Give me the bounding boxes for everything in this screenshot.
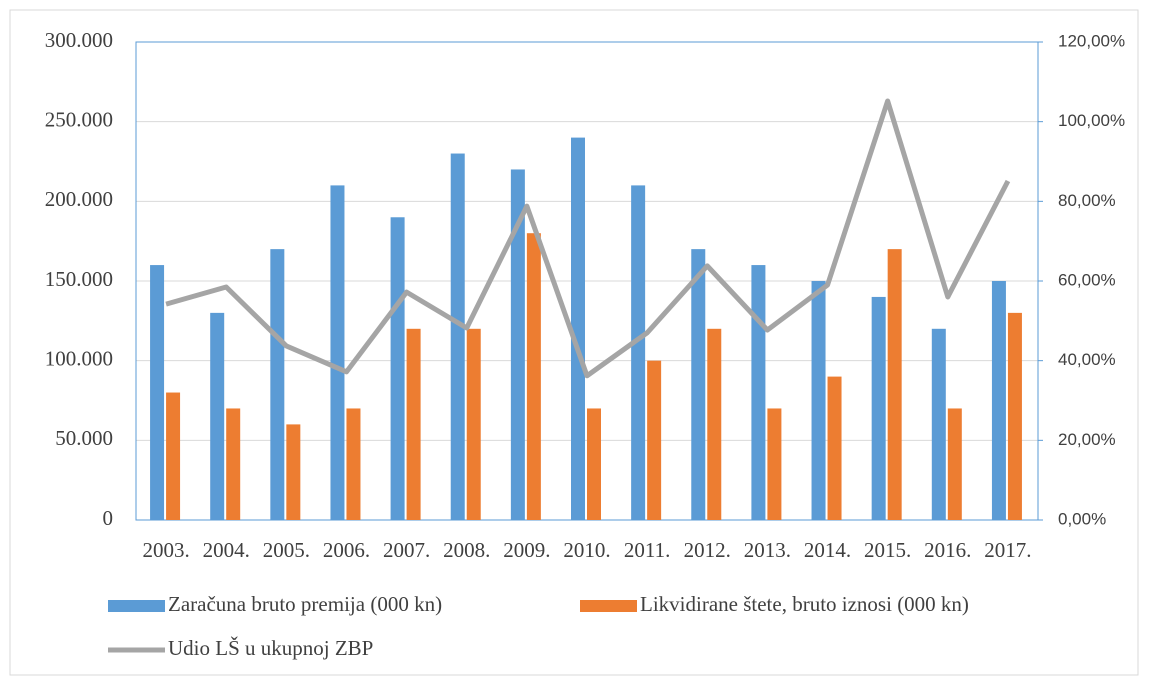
- legend-item: Likvidirane štete, bruto iznosi (000 kn): [580, 592, 969, 616]
- y2-tick-label: 20,00%: [1058, 430, 1116, 449]
- bar: [947, 408, 962, 520]
- y2-tick-label: 100,00%: [1058, 111, 1125, 130]
- bar: [571, 137, 585, 520]
- legend-swatch: [580, 600, 637, 612]
- y-tick-label: 300.000: [45, 28, 113, 52]
- legend-label: Zaračuna bruto premija (000 kn): [168, 592, 442, 616]
- y-tick-label: 250.000: [45, 107, 113, 131]
- bar: [330, 185, 345, 520]
- y-tick-label: 0: [103, 506, 114, 530]
- bar: [767, 408, 782, 520]
- bar: [226, 408, 241, 520]
- x-tick-label: 2011.: [624, 538, 670, 562]
- bar: [1007, 312, 1022, 520]
- bar: [346, 408, 361, 520]
- line-series: [165, 98, 1011, 379]
- x-tick-label: 2007.: [383, 538, 430, 562]
- bar: [166, 392, 181, 520]
- legend-item: Udio LŠ u ukupnoj ZBP: [108, 636, 373, 660]
- y-tick-label: 150.000: [45, 267, 113, 291]
- bar: [991, 281, 1006, 520]
- x-tick-label: 2016.: [924, 538, 971, 562]
- x-tick-label: 2017.: [984, 538, 1031, 562]
- bar: [270, 249, 285, 520]
- bar: [871, 296, 886, 520]
- bar: [707, 328, 722, 520]
- legend-swatch: [108, 600, 165, 612]
- bar: [931, 328, 946, 520]
- bar: [631, 185, 646, 520]
- bar: [390, 217, 405, 520]
- y-tick-label: 50.000: [55, 426, 113, 450]
- y2-tick-label: 80,00%: [1058, 191, 1116, 210]
- y2-tick-label: 60,00%: [1058, 270, 1116, 289]
- x-tick-label: 2014.: [804, 538, 851, 562]
- bar: [751, 265, 766, 520]
- bar: [647, 360, 662, 520]
- legend-label: Udio LŠ u ukupnoj ZBP: [168, 636, 373, 660]
- x-tick-label: 2008.: [443, 538, 490, 562]
- x-tick-label: 2012.: [684, 538, 731, 562]
- bar: [827, 376, 842, 520]
- x-tick-label: 2010.: [563, 538, 610, 562]
- x-tick-label: 2006.: [323, 538, 370, 562]
- bar: [526, 233, 541, 520]
- x-tick-label: 2005.: [263, 538, 310, 562]
- x-tick-label: 2003.: [142, 538, 189, 562]
- y2-tick-label: 40,00%: [1058, 350, 1116, 369]
- bar: [587, 408, 601, 520]
- legend-item: Zaračuna bruto premija (000 kn): [108, 592, 442, 616]
- y2-tick-label: 0,00%: [1058, 509, 1106, 528]
- y2-tick-label: 120,00%: [1058, 31, 1125, 50]
- bar: [210, 312, 225, 520]
- bar: [450, 153, 465, 521]
- bar: [286, 424, 301, 520]
- bar: [811, 281, 826, 520]
- bar: [466, 328, 481, 520]
- bar: [150, 265, 165, 520]
- bar: [887, 249, 902, 520]
- y-tick-label: 100.000: [45, 346, 113, 370]
- legend-label: Likvidirane štete, bruto iznosi (000 kn): [640, 592, 969, 616]
- bar: [510, 169, 525, 520]
- x-tick-label: 2004.: [203, 538, 250, 562]
- x-tick-label: 2015.: [864, 538, 911, 562]
- x-tick-label: 2013.: [744, 538, 791, 562]
- bar: [691, 249, 706, 520]
- y-tick-label: 200.000: [45, 187, 113, 211]
- bar: [406, 328, 421, 520]
- x-tick-label: 2009.: [503, 538, 550, 562]
- chart-frame: [9, 9, 1139, 676]
